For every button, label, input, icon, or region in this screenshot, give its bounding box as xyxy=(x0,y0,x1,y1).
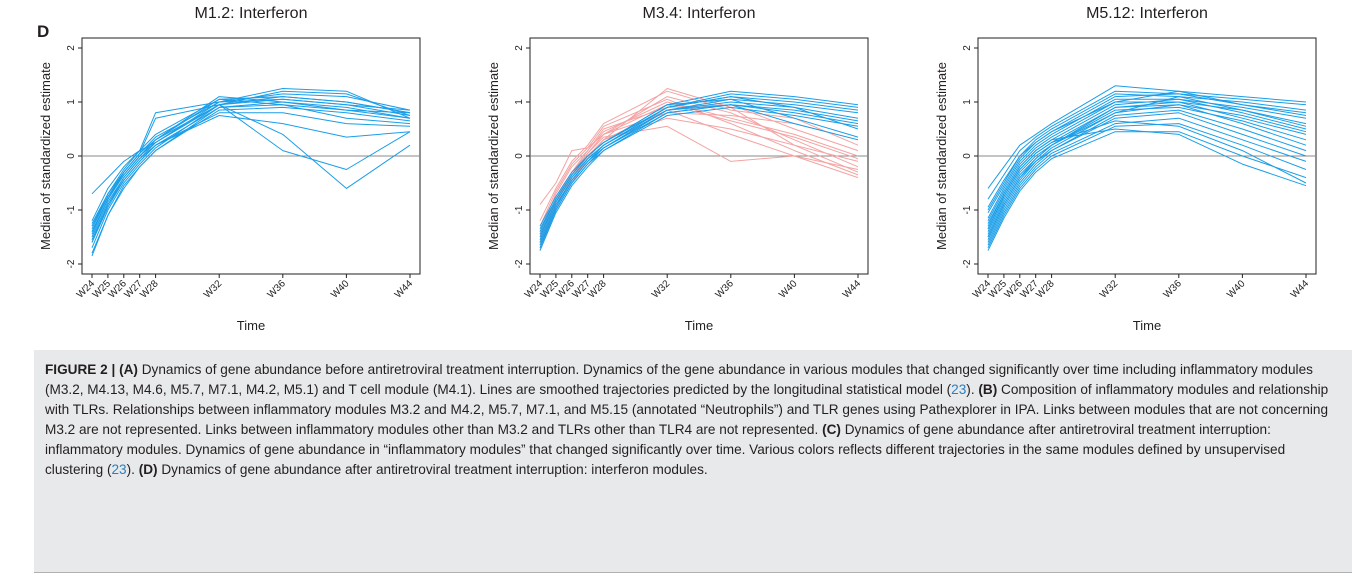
x-tick-label: W36 xyxy=(1162,278,1185,301)
chart-m3-4: M3.4: Interferon -2 -1 0 1 2 W24 W25 W26 W27 W28 W3… xyxy=(478,0,878,340)
x-axis-label: Time xyxy=(685,318,713,333)
chart-title: M1.2: Interferon xyxy=(195,5,308,22)
caption-part-c-label: (C) xyxy=(822,422,841,437)
y-tick-label: 0 xyxy=(66,153,77,159)
series-line-blue xyxy=(987,96,1307,238)
series-line-pink xyxy=(539,125,859,240)
series-line-blue xyxy=(987,90,1307,200)
x-tick-label: W32 xyxy=(202,278,225,301)
caption-part-c-after: ). xyxy=(126,462,139,477)
series-line-blue xyxy=(91,106,411,254)
series-line-pink xyxy=(539,98,859,227)
y-tick-label: -1 xyxy=(514,205,525,214)
series-line-blue xyxy=(91,96,411,232)
series-line-blue xyxy=(987,90,1307,211)
y-tick-label: -2 xyxy=(514,259,525,268)
series-line-blue xyxy=(539,106,859,251)
y-axis-label: Median of standardized estimate xyxy=(934,62,949,250)
caption-figure-label: FIGURE 2 | xyxy=(45,362,120,377)
y-tick-label: 0 xyxy=(962,153,973,159)
x-tick-label: W32 xyxy=(650,278,673,301)
x-tick-label: W40 xyxy=(777,278,800,301)
y-tick-label: -1 xyxy=(66,205,77,214)
series-line-blue xyxy=(987,112,1307,243)
series-line-blue xyxy=(987,98,1307,227)
caption-part-b-text: Composition of inflammatory modules and … xyxy=(45,382,1329,437)
caption-citation-link[interactable]: 23 xyxy=(951,382,967,397)
chart-m1-2: M1.2: Interferon -2 -1 0 1 2 W24 W25 W26 W27 W28 W3… xyxy=(30,0,430,340)
x-tick-label: W44 xyxy=(393,278,416,301)
series-line-blue xyxy=(987,120,1307,230)
series-line-blue xyxy=(539,104,859,243)
caption-citation-link[interactable]: 23 xyxy=(111,462,127,477)
chart-title: M3.4: Interferon xyxy=(643,5,756,22)
y-tick-label: 1 xyxy=(514,99,525,105)
series-line-blue xyxy=(91,98,411,248)
x-tick-label: W40 xyxy=(329,278,352,301)
x-tick-label: W32 xyxy=(1098,278,1121,301)
series-line-blue xyxy=(987,131,1307,251)
series-line-blue xyxy=(987,101,1307,222)
caption-part-c-text: Dynamics of gene abundance after antiret… xyxy=(45,422,1286,477)
x-tick-label: W36 xyxy=(714,278,737,301)
y-tick-label: 1 xyxy=(66,99,77,105)
series-line-blue xyxy=(539,98,859,240)
x-tick-label: W36 xyxy=(266,278,289,301)
series-line-pink xyxy=(539,104,859,235)
y-tick-label: 2 xyxy=(962,45,973,51)
series-line-blue xyxy=(987,123,1307,249)
y-tick-label: 2 xyxy=(66,45,77,51)
series-line-blue xyxy=(91,104,411,257)
figure-caption: FIGURE 2 | (A) Dynamics of gene abundanc… xyxy=(45,360,1345,480)
y-tick-label: 1 xyxy=(962,99,973,105)
series-line-blue xyxy=(539,98,859,230)
x-tick-label: W28 xyxy=(1034,278,1057,301)
series-line-pink xyxy=(539,109,859,246)
y-axis-label: Median of standardized estimate xyxy=(38,62,53,250)
caption-part-d-label: (D) xyxy=(138,462,158,477)
y-tick-label: -1 xyxy=(962,205,973,214)
series-line-blue xyxy=(91,115,411,243)
series-line-blue xyxy=(539,104,859,246)
series-line-blue xyxy=(987,85,1307,189)
chart-m5-12: M5.12: Interferon -2 -1 0 1 2 W24 W25 W26 W27 W28 W… xyxy=(926,0,1326,340)
caption-part-a-label: (A) xyxy=(119,362,138,377)
y-tick-label: -2 xyxy=(962,259,973,268)
y-tick-label: 2 xyxy=(514,45,525,51)
y-tick-label: -2 xyxy=(66,259,77,268)
x-tick-label: W40 xyxy=(1225,278,1248,301)
caption-part-a-text: Dynamics of gene abundance before antire… xyxy=(45,362,1313,397)
caption-part-d-text: Dynamics of gene abundance after antiret… xyxy=(157,462,708,477)
x-tick-label: W28 xyxy=(586,278,609,301)
series-line-blue xyxy=(91,112,411,240)
y-tick-label: 0 xyxy=(514,153,525,159)
caption-part-a-after: ). xyxy=(966,382,979,397)
caption-part-b-label: (B) xyxy=(978,382,998,397)
series-line-blue xyxy=(987,109,1307,240)
series-line-blue xyxy=(987,128,1307,224)
series-line-blue xyxy=(91,104,411,195)
series-line-blue xyxy=(91,101,411,243)
series-line-blue xyxy=(539,104,859,248)
chart-title: M5.12: Interferon xyxy=(1086,5,1208,22)
x-axis-label: Time xyxy=(237,318,265,333)
series-line-blue xyxy=(987,117,1307,246)
x-tick-label: W44 xyxy=(841,278,864,301)
y-axis-label: Median of standardized estimate xyxy=(486,62,501,250)
series-line-blue xyxy=(539,96,859,235)
x-tick-label: W44 xyxy=(1289,278,1312,301)
x-tick-label: W28 xyxy=(138,278,161,301)
series-line-pink xyxy=(539,117,859,248)
figure-caption-box: FIGURE 2 | (A) Dynamics of gene abundanc… xyxy=(34,350,1352,573)
series-line-pink xyxy=(539,90,859,222)
series-line-blue xyxy=(91,98,411,224)
series-line-blue xyxy=(987,106,1307,235)
series-line-blue xyxy=(987,98,1307,219)
x-axis-label: Time xyxy=(1133,318,1161,333)
panel-label: D xyxy=(37,22,50,41)
